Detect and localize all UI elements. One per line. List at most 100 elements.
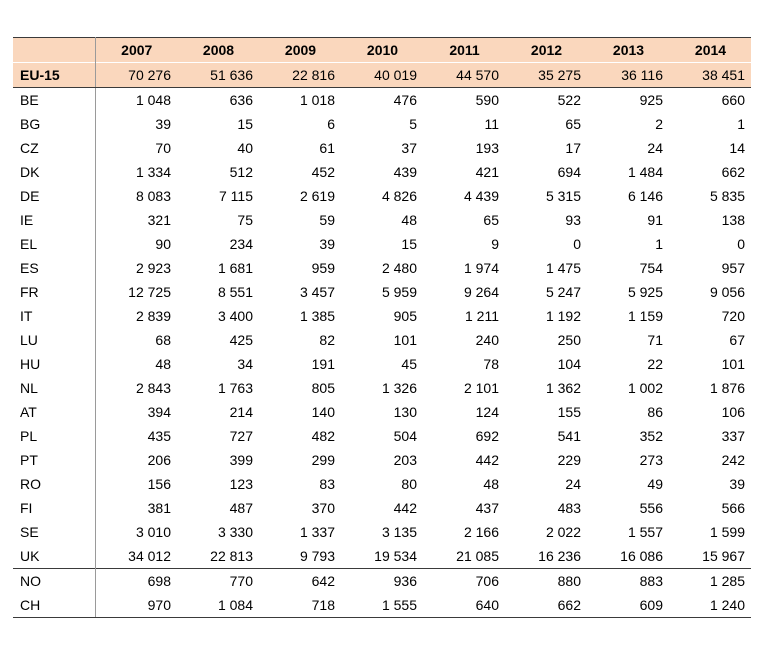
value-cell: 7 115 bbox=[219, 188, 253, 204]
value-cell: 34 012 bbox=[128, 548, 171, 564]
table-row: LU 68 425 82 101 240 250 71 67 bbox=[13, 328, 751, 352]
value-cell: 65 bbox=[483, 212, 499, 228]
value-cell: 1 bbox=[737, 116, 745, 132]
value-cell: 590 bbox=[475, 92, 499, 108]
value-cell: 22 813 bbox=[210, 548, 253, 564]
value-cell: 39 bbox=[729, 476, 745, 492]
year-header: 2012 bbox=[505, 37, 587, 63]
value-cell: 49 bbox=[647, 476, 663, 492]
value-cell: 75 bbox=[237, 212, 253, 228]
value-cell: 2 619 bbox=[299, 188, 335, 204]
table-row: BE 1 048 636 1 018 476 590 522 925 660 bbox=[13, 87, 751, 112]
year-header: 2009 bbox=[259, 37, 341, 63]
value-cell: 6 146 bbox=[627, 188, 663, 204]
country-label: DK bbox=[13, 160, 96, 184]
value-cell: 439 bbox=[393, 164, 417, 180]
value-cell: 718 bbox=[259, 593, 341, 618]
value-cell: 3 457 bbox=[299, 284, 335, 300]
country-label: LU bbox=[13, 328, 96, 352]
value-cell: 39 bbox=[155, 116, 171, 132]
value-cell: 720 bbox=[721, 308, 745, 324]
value-cell: 68 bbox=[155, 332, 171, 348]
table-row: CH 970 1 084 718 1 555 640 662 609 1 240 bbox=[13, 593, 751, 618]
value-cell: 1 555 bbox=[341, 593, 423, 618]
value-cell: 36 116 bbox=[587, 62, 669, 88]
value-cell: 4 826 bbox=[381, 188, 417, 204]
value-cell: 59 bbox=[319, 212, 335, 228]
value-cell: 5 959 bbox=[381, 284, 417, 300]
country-label: HU bbox=[13, 352, 96, 376]
value-cell: 34 bbox=[237, 356, 253, 372]
country-label: SE bbox=[13, 520, 96, 544]
value-cell: 130 bbox=[393, 404, 417, 420]
value-cell: 40 019 bbox=[341, 62, 423, 88]
value-cell: 48 bbox=[483, 476, 499, 492]
value-cell: 452 bbox=[311, 164, 335, 180]
table-row: BG 39 15 6 5 11 65 2 1 bbox=[13, 112, 751, 136]
value-cell: 352 bbox=[639, 428, 663, 444]
value-cell: 0 bbox=[573, 236, 581, 252]
value-cell: 9 264 bbox=[463, 284, 499, 300]
value-cell: 93 bbox=[565, 212, 581, 228]
value-cell: 660 bbox=[721, 92, 745, 108]
value-cell: 1 337 bbox=[299, 524, 335, 540]
value-cell: 90 bbox=[155, 236, 171, 252]
value-cell: 240 bbox=[475, 332, 499, 348]
value-cell: 16 086 bbox=[620, 548, 663, 564]
value-cell: 140 bbox=[311, 404, 335, 420]
header-row: 2007 2008 2009 2010 2011 2012 2013 2014 bbox=[13, 37, 751, 63]
value-cell: 959 bbox=[311, 260, 335, 276]
value-cell: 123 bbox=[229, 476, 253, 492]
value-cell: 37 bbox=[401, 140, 417, 156]
year-header: 2013 bbox=[587, 37, 669, 63]
value-cell: 609 bbox=[587, 593, 669, 618]
value-cell: 15 bbox=[401, 236, 417, 252]
value-cell: 21 085 bbox=[456, 548, 499, 564]
value-cell: 5 835 bbox=[709, 188, 745, 204]
country-label: ES bbox=[13, 256, 96, 280]
value-cell: 3 400 bbox=[217, 308, 253, 324]
value-cell: 78 bbox=[483, 356, 499, 372]
value-cell: 86 bbox=[647, 404, 663, 420]
country-label: BE bbox=[13, 87, 96, 112]
value-cell: 9 bbox=[491, 236, 499, 252]
value-cell: 435 bbox=[147, 428, 171, 444]
value-cell: 483 bbox=[557, 500, 581, 516]
value-cell: 80 bbox=[401, 476, 417, 492]
value-cell: 70 276 bbox=[95, 62, 177, 88]
value-cell: 155 bbox=[557, 404, 581, 420]
value-cell: 138 bbox=[721, 212, 745, 228]
value-cell: 512 bbox=[229, 164, 253, 180]
value-cell: 1 599 bbox=[709, 524, 745, 540]
value-cell: 482 bbox=[311, 428, 335, 444]
value-cell: 38 451 bbox=[669, 62, 751, 88]
value-cell: 3 010 bbox=[135, 524, 171, 540]
value-cell: 1 285 bbox=[669, 568, 751, 593]
value-cell: 12 725 bbox=[128, 284, 171, 300]
country-label: UK bbox=[13, 544, 96, 569]
value-cell: 662 bbox=[505, 593, 587, 618]
value-cell: 1 681 bbox=[217, 260, 253, 276]
value-cell: 6 bbox=[327, 116, 335, 132]
country-label: EL bbox=[13, 232, 96, 256]
value-cell: 1 876 bbox=[709, 380, 745, 396]
value-cell: 556 bbox=[639, 500, 663, 516]
value-cell: 22 bbox=[647, 356, 663, 372]
value-cell: 3 135 bbox=[381, 524, 417, 540]
value-cell: 11 bbox=[484, 116, 499, 132]
value-cell: 487 bbox=[229, 500, 253, 516]
value-cell: 883 bbox=[587, 568, 669, 593]
table-row: ES 2 923 1 681 959 2 480 1 974 1 475 754 957 bbox=[13, 256, 751, 280]
value-cell: 40 bbox=[237, 140, 253, 156]
value-cell: 48 bbox=[155, 356, 171, 372]
value-cell: 381 bbox=[147, 500, 171, 516]
value-cell: 24 bbox=[647, 140, 663, 156]
value-cell: 14 bbox=[729, 140, 745, 156]
value-cell: 19 534 bbox=[374, 548, 417, 564]
value-cell: 2 022 bbox=[545, 524, 581, 540]
value-cell: 337 bbox=[721, 428, 745, 444]
value-cell: 5 247 bbox=[545, 284, 581, 300]
table-row: PL 435 727 482 504 692 541 352 337 bbox=[13, 424, 751, 448]
value-cell: 24 bbox=[565, 476, 581, 492]
table-row: NL 2 843 1 763 805 1 326 2 101 1 362 1 002 1 876 bbox=[13, 376, 751, 400]
